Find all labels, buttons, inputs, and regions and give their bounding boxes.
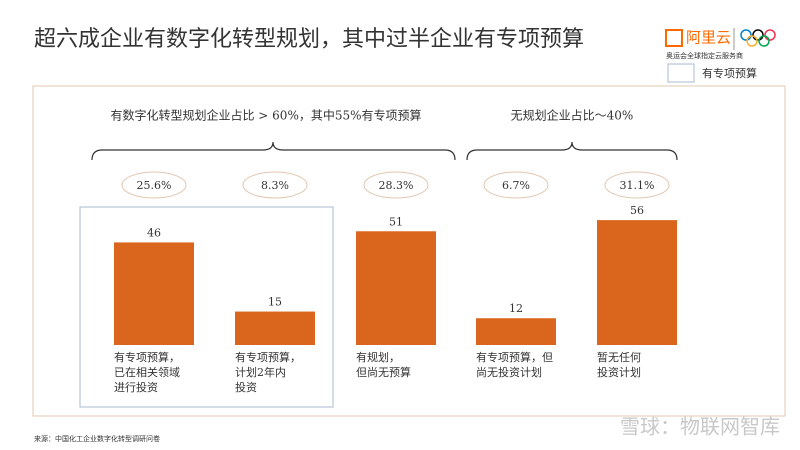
watermark: 雪球：物联网智库 xyxy=(620,415,780,439)
source: 来源：中国化工企业数字化转型调研问卷 xyxy=(34,434,160,443)
olympic-rings xyxy=(740,29,776,47)
share-label: 31.1% xyxy=(620,179,655,192)
share-bubble xyxy=(242,171,308,199)
brace xyxy=(466,141,678,161)
highlight-box xyxy=(79,206,334,408)
category-label: 已在相关领域 xyxy=(114,365,180,379)
category-label: 有专项预算， xyxy=(114,350,180,364)
share-bubble xyxy=(121,171,187,199)
brace xyxy=(91,141,456,161)
share-label: 25.6% xyxy=(137,179,172,192)
bar xyxy=(235,311,315,345)
share-bubble xyxy=(604,171,670,199)
bar xyxy=(114,242,194,345)
bar xyxy=(356,231,436,345)
logo-subtitle: 奥运会全球指定云服务商 xyxy=(666,51,743,60)
share-label: 28.3% xyxy=(379,179,414,192)
group-label: 有数字化转型规划企业占比 > 60%，其中55%有专项预算 xyxy=(110,108,421,123)
value-label: 46 xyxy=(147,226,161,239)
value-label: 15 xyxy=(268,296,282,309)
legend-label: 有专项预算 xyxy=(702,66,757,80)
category-label: 计划2年内 xyxy=(235,365,286,379)
category-label: 有专项预算， xyxy=(235,350,301,364)
share-label: 6.7% xyxy=(502,179,530,192)
value-label: 12 xyxy=(509,302,523,315)
category-label: 有专项预算，但 xyxy=(476,350,553,364)
category-label: 进行投资 xyxy=(114,380,158,394)
value-label: 51 xyxy=(389,215,403,228)
category-label: 投资 xyxy=(235,380,257,394)
share-label: 8.3% xyxy=(261,179,289,192)
category-label: 暂无任何 xyxy=(597,351,641,364)
logo-icon xyxy=(665,29,683,47)
value-label: 56 xyxy=(630,204,644,217)
category-label: 但尚无预算 xyxy=(356,365,411,379)
bar xyxy=(597,220,677,345)
frame xyxy=(32,85,786,417)
legend-swatch xyxy=(667,63,695,83)
share-bubble xyxy=(483,171,549,199)
logo: 阿里云 xyxy=(686,29,731,47)
category-label: 有规划， xyxy=(356,350,400,364)
bar xyxy=(476,318,556,345)
group-label: 无规划企业占比～40% xyxy=(511,108,634,123)
category-label: 尚无投资计划 xyxy=(476,365,542,379)
category-label: 投资计划 xyxy=(597,365,641,379)
share-bubble xyxy=(363,171,429,199)
chart-title: 超六成企业有数字化转型规划，其中过半企业有专项预算 xyxy=(34,27,584,52)
